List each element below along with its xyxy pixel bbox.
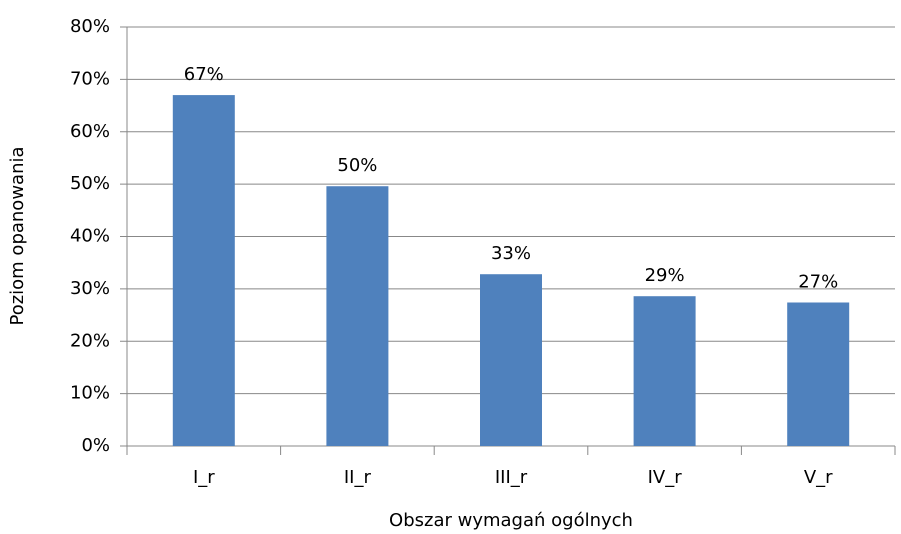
data-label: 27% xyxy=(798,271,838,292)
bar xyxy=(326,186,389,446)
data-label: 50% xyxy=(337,155,377,176)
y-tick-label: 20% xyxy=(70,330,110,351)
data-label: 33% xyxy=(491,243,531,264)
data-label: 29% xyxy=(645,265,685,286)
y-tick-label: 0% xyxy=(81,435,110,456)
data-label: 67% xyxy=(184,64,224,85)
x-tick-label: III_r xyxy=(495,467,528,488)
bar xyxy=(172,95,235,447)
x-tick-label: II_r xyxy=(344,467,372,488)
bar xyxy=(480,274,542,446)
y-tick-label: 70% xyxy=(70,68,110,89)
y-tick-label: 30% xyxy=(70,278,110,299)
y-tick-label: 10% xyxy=(70,383,110,404)
bar xyxy=(633,296,696,446)
y-tick-label: 50% xyxy=(70,173,110,194)
y-axis-title: Poziom opanowania xyxy=(7,146,28,325)
x-tick-label: IV_r xyxy=(648,467,683,488)
x-tick-label: I_r xyxy=(193,467,215,488)
y-tick-label: 80% xyxy=(70,16,110,37)
x-tick-label: V_r xyxy=(804,467,833,488)
bar xyxy=(787,302,850,446)
y-tick-label: 60% xyxy=(70,121,110,142)
y-tick-label: 40% xyxy=(70,226,110,247)
x-axis-title: Obszar wymagań ogólnych xyxy=(389,510,633,531)
